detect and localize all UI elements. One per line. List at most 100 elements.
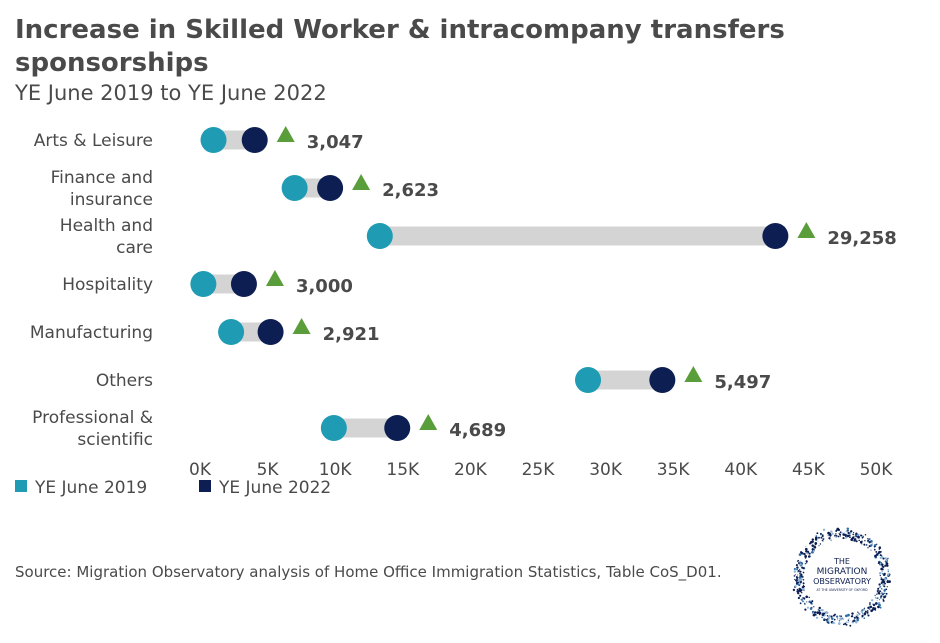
- logo-dot: [797, 583, 800, 586]
- logo-dot: [875, 553, 879, 556]
- logo-dot: [813, 606, 815, 608]
- logo-dot: [812, 614, 815, 617]
- category-label: Health and: [60, 216, 153, 236]
- point-ye2022: [762, 223, 789, 249]
- logo-dot: [805, 595, 809, 599]
- logo-dot: [885, 592, 888, 595]
- logo-dot: [803, 584, 805, 586]
- logo-dot: [792, 588, 796, 592]
- logo-dot: [880, 562, 883, 564]
- logo-dot: [879, 551, 882, 553]
- logo-dot: [860, 534, 863, 537]
- logo-dot: [839, 617, 843, 621]
- increase-label: 3,047: [307, 132, 364, 153]
- logo-dot: [806, 552, 809, 555]
- logo-dot: [831, 532, 834, 535]
- logo-dot: [883, 585, 885, 587]
- logo-dot: [867, 540, 869, 543]
- logo-dot: [802, 582, 805, 585]
- logo-dot: [857, 535, 860, 539]
- logo-dot: [799, 583, 801, 586]
- logo-dot: [796, 588, 799, 591]
- logo-text-migration: MIGRATION: [817, 567, 868, 577]
- logo-dot: [843, 532, 846, 534]
- logo-dot: [811, 544, 814, 547]
- logo-dot: [827, 621, 829, 624]
- logo-dot: [883, 583, 885, 585]
- logo-dot: [802, 567, 805, 570]
- logo-dot: [818, 611, 822, 615]
- x-axis-ticks: 0K 5K 10K 15K 20K 25K 30K 35K 40K 45K 50K: [189, 460, 893, 480]
- logo-dot: [821, 616, 823, 619]
- logo-dot: [803, 552, 806, 556]
- logo-dot: [861, 540, 863, 542]
- migration-observatory-logo: THE MIGRATION OBSERVATORY AT THE UNIVERS…: [792, 527, 891, 627]
- logo-dot: [861, 536, 864, 539]
- logo-dot: [869, 605, 873, 609]
- logo-dot: [806, 562, 808, 564]
- logo-dot: [849, 624, 852, 627]
- logo-dot: [793, 578, 796, 580]
- logo-dot: [797, 592, 800, 595]
- logo-dot: [866, 613, 869, 615]
- logo-dot: [822, 612, 825, 615]
- logo-dot: [833, 622, 836, 624]
- logo-dot: [800, 573, 803, 576]
- logo-dot: [799, 551, 803, 554]
- logo-dot: [818, 545, 820, 547]
- logo-dot: [836, 528, 839, 531]
- logo-dot: [881, 592, 884, 595]
- logo-dot: [877, 605, 880, 609]
- logo-dot: [817, 540, 819, 542]
- x-tick-label: 0K: [189, 460, 212, 480]
- logo-dot: [866, 610, 869, 612]
- logo-dot: [855, 540, 858, 543]
- logo-dot: [796, 561, 799, 563]
- category-label: care: [116, 238, 153, 258]
- logo-dot: [800, 591, 803, 594]
- logo-dot: [817, 608, 820, 611]
- logo-dot: [840, 615, 843, 618]
- logo-dot: [828, 614, 831, 617]
- logo-dot: [880, 595, 883, 598]
- logo-dot: [880, 588, 883, 590]
- logo-dot: [853, 616, 856, 619]
- row: Arts & Leisure 3,047: [34, 126, 364, 153]
- logo-dot: [881, 555, 883, 557]
- logo-dot: [815, 616, 819, 619]
- logo-dot: [842, 537, 845, 540]
- logo-dot: [800, 578, 803, 580]
- logo-dot: [863, 607, 866, 609]
- logo-dot: [863, 613, 867, 616]
- logo-dot: [874, 594, 876, 597]
- logo-dot: [864, 533, 867, 536]
- logo-dot: [804, 547, 808, 551]
- increase-triangle: [276, 126, 295, 142]
- logo-dot: [847, 619, 850, 621]
- logo-dot: [860, 610, 864, 613]
- logo-dot: [830, 615, 833, 618]
- logo-dot: [879, 590, 881, 593]
- logo-dot: [874, 544, 877, 547]
- logo-dot: [845, 623, 848, 626]
- increase-triangle: [292, 318, 311, 334]
- logo-dot: [884, 557, 887, 560]
- logo-dot: [861, 543, 863, 545]
- logo-dot: [858, 539, 860, 542]
- logo-dot: [879, 574, 881, 577]
- logo-dot: [866, 611, 869, 614]
- increase-triangle: [797, 222, 816, 238]
- point-ye2022: [257, 319, 284, 345]
- logo-dot: [869, 602, 871, 604]
- logo-dot: [802, 600, 804, 603]
- logo-dot: [839, 531, 842, 534]
- logo-dot: [848, 536, 851, 539]
- point-ye2019: [575, 367, 602, 393]
- logo-dot: [853, 532, 855, 534]
- logo-dot: [815, 535, 818, 537]
- logo-dot: [867, 547, 869, 549]
- logo-dot: [807, 555, 811, 558]
- x-tick-label: 20K: [454, 460, 488, 480]
- logo-dot: [879, 556, 882, 560]
